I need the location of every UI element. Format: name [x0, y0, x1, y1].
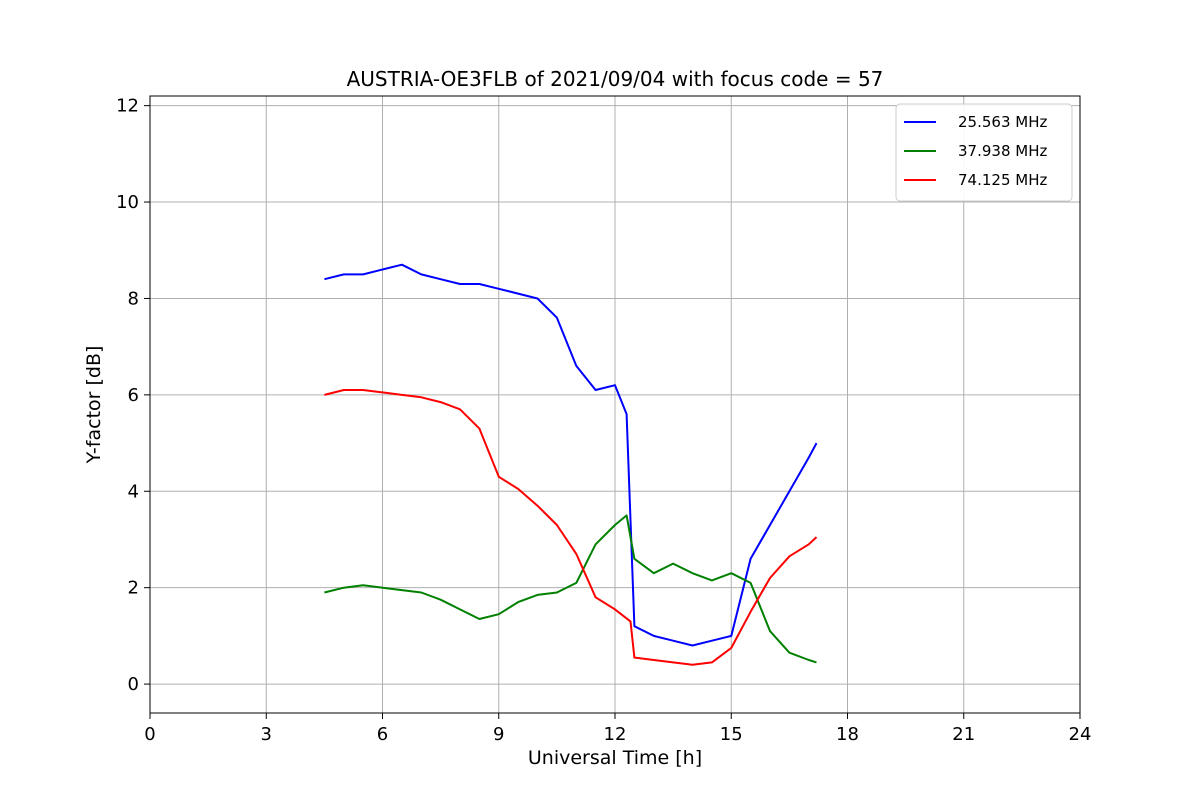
legend-label: 37.938 MHz	[958, 142, 1047, 160]
x-tick-label: 0	[144, 724, 155, 745]
x-tick-label: 12	[604, 724, 627, 745]
legend-box	[895, 103, 1073, 202]
y-tick-label: 12	[116, 96, 139, 117]
y-tick-label: 8	[128, 288, 139, 309]
y-tick-label: 0	[128, 674, 139, 695]
legend: 25.563 MHz 37.938 MHz 74.125 MHz	[895, 103, 1073, 202]
y-axis-label: Y-factor [dB]	[83, 346, 105, 465]
legend-label: 74.125 MHz	[958, 171, 1047, 189]
y-tick-label: 2	[128, 578, 139, 599]
chart-title: AUSTRIA-OE3FLB of 2021/09/04 with focus …	[347, 67, 884, 91]
y-tick-label: 4	[128, 481, 139, 502]
y-axis: 0 2 4 6 8 10 12	[116, 96, 150, 695]
x-tick-label: 24	[1069, 724, 1092, 745]
legend-label: 25.563 MHz	[958, 113, 1047, 131]
x-tick-label: 6	[377, 724, 388, 745]
x-axis-label: Universal Time [h]	[528, 747, 702, 769]
x-tick-label: 18	[836, 724, 859, 745]
y-tick-label: 10	[116, 192, 139, 213]
series-line-1	[324, 263, 818, 647]
y-tick-label: 6	[128, 385, 139, 406]
x-tick-label: 9	[493, 724, 504, 745]
x-tick-label: 15	[720, 724, 743, 745]
series-line-3	[324, 389, 818, 666]
series-line-2	[324, 514, 817, 664]
x-tick-label: 21	[952, 724, 975, 745]
x-tick-label: 3	[261, 724, 272, 745]
x-axis: 0 3 6 9 12 15 18 21 24	[144, 713, 1091, 745]
series-layer	[324, 263, 818, 666]
